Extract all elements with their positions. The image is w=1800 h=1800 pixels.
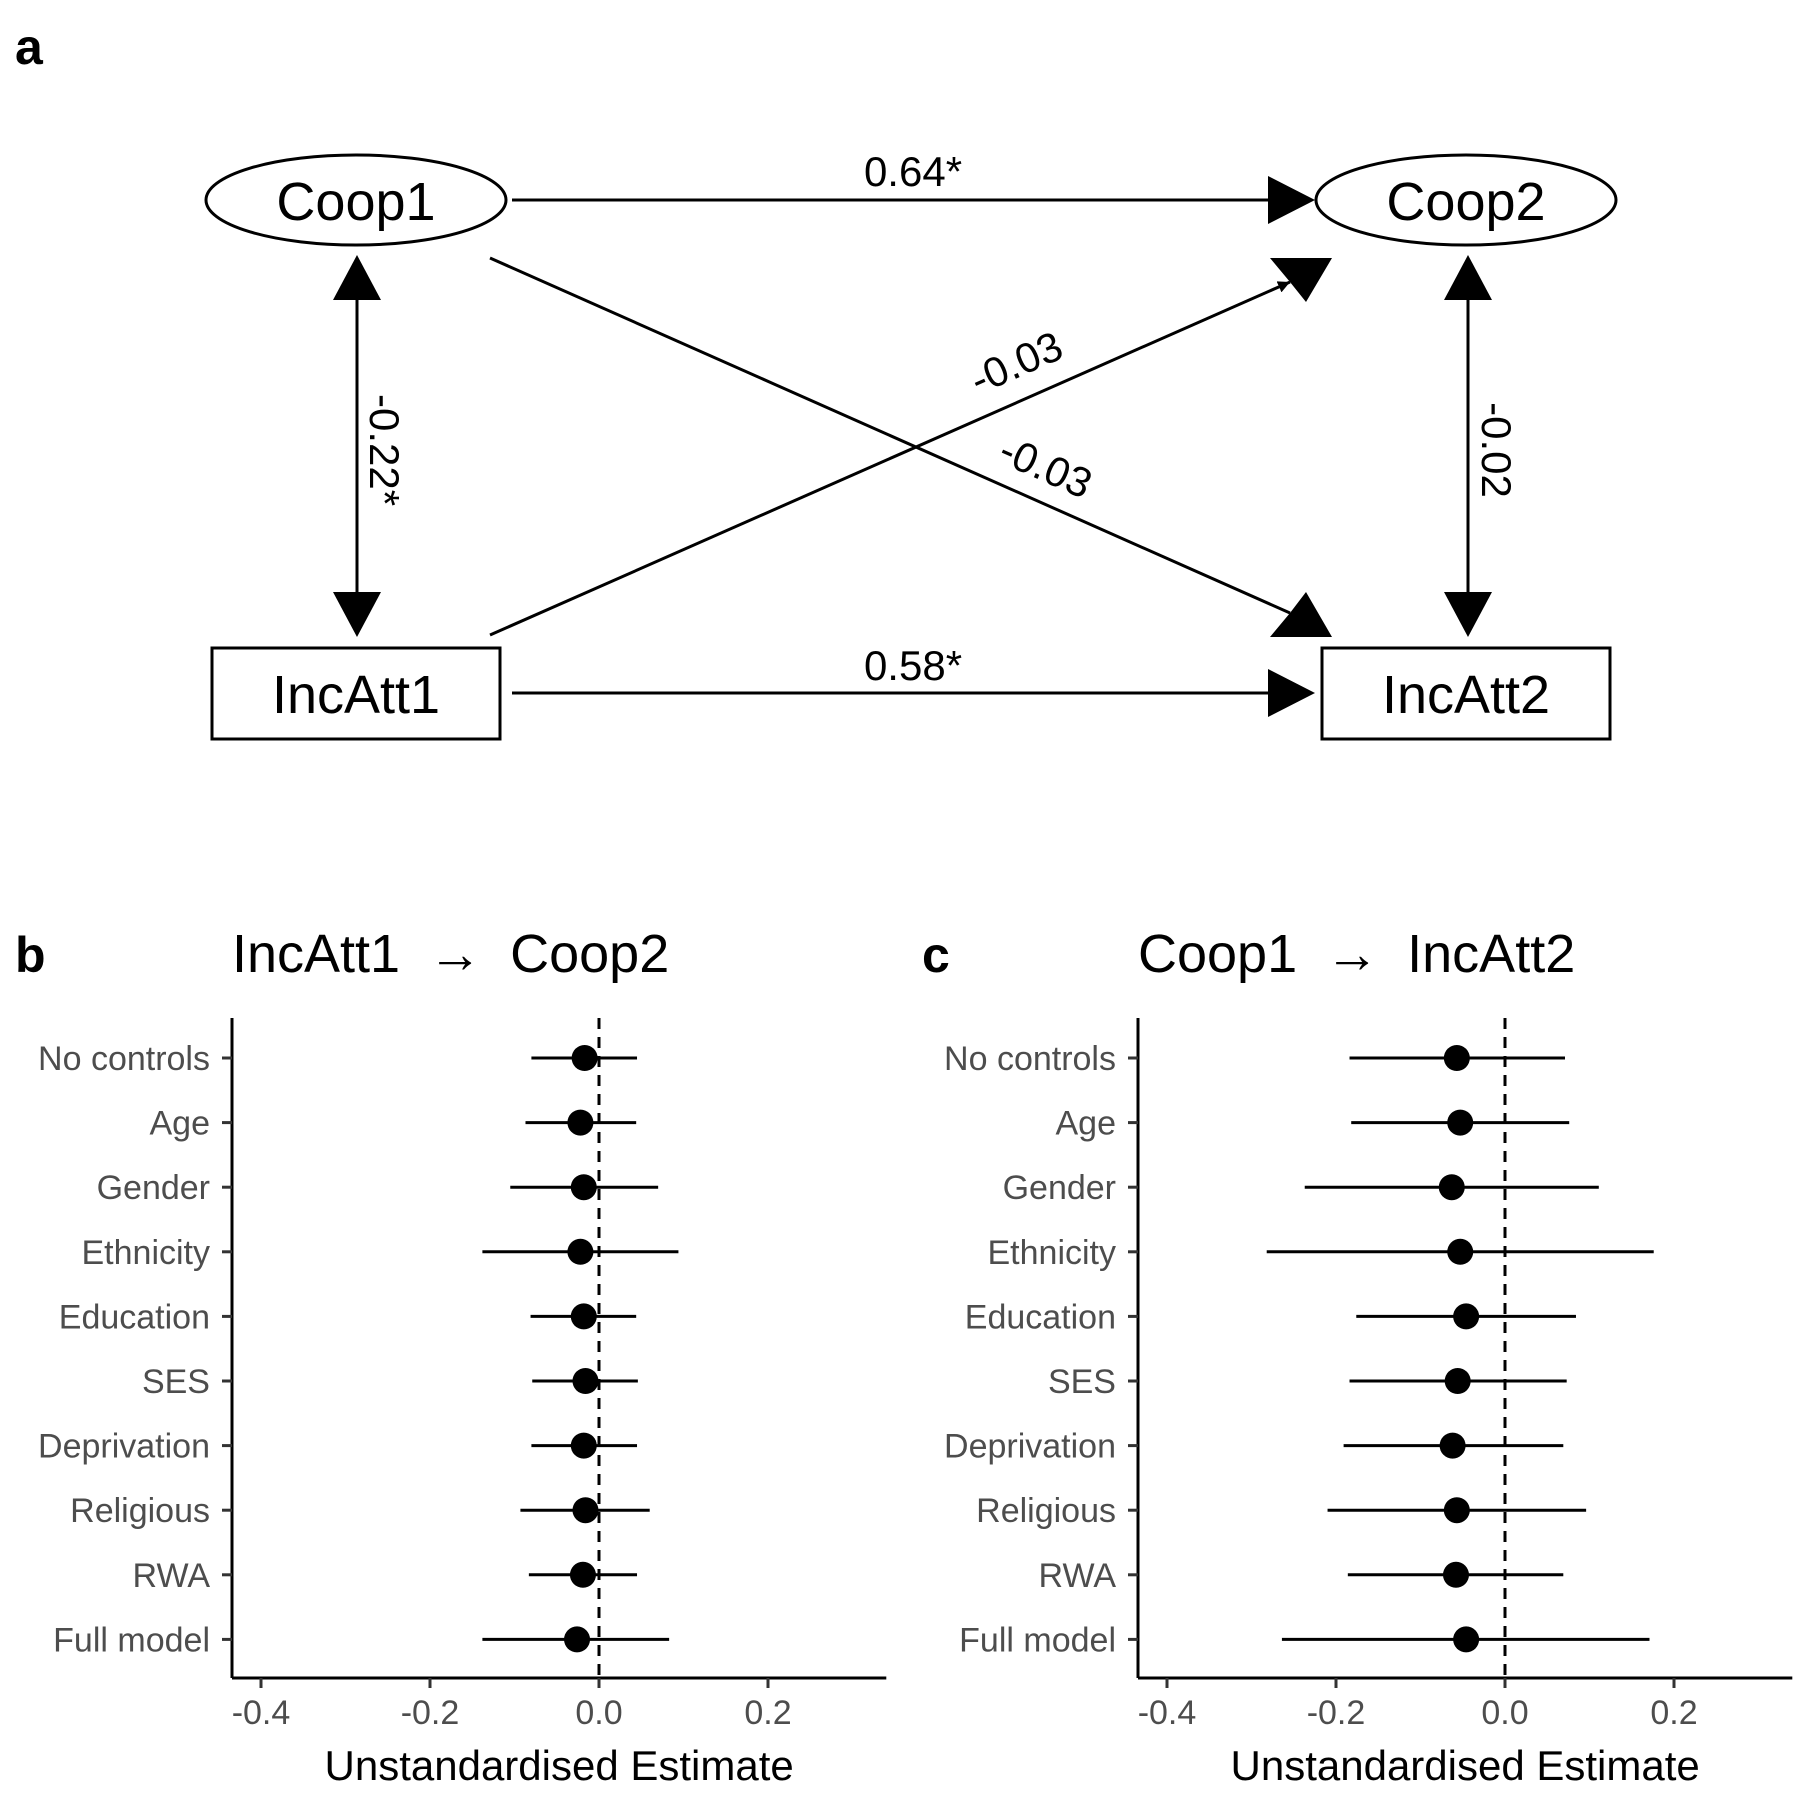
chart-title: Coop1 → IncAtt2	[1138, 924, 1575, 984]
arrowhead	[1268, 669, 1315, 717]
estimate-point	[572, 1368, 599, 1394]
x-tick-label: 0.0	[1481, 1694, 1528, 1732]
x-tick-label: 0.2	[744, 1694, 791, 1732]
node-shape	[210, 646, 502, 741]
estimate-point	[1443, 1497, 1470, 1524]
y-tick-label: Education	[965, 1298, 1116, 1336]
chart-title: IncAtt1 → Coop2	[232, 924, 669, 984]
x-tick-label: 0.2	[1650, 1694, 1697, 1732]
estimate-point	[570, 1432, 597, 1459]
node-incatt1: IncAtt1	[210, 646, 502, 741]
estimate-point	[571, 1045, 598, 1071]
title-from: IncAtt1	[232, 924, 400, 984]
estimate-point	[564, 1626, 591, 1653]
panel-label-a: a	[15, 19, 44, 75]
edge-label-coop1-incatt1: -0.22*	[361, 394, 408, 506]
edge-line	[489, 256, 1291, 615]
x-axis-title: Unstandardised Estimate	[1231, 1742, 1700, 1789]
arrowhead	[1444, 592, 1492, 637]
node-label: Coop2	[1386, 172, 1545, 232]
edge-label-incatt1-incatt2: 0.58*	[864, 642, 962, 689]
arrowhead	[1268, 176, 1315, 224]
title-arrow: →	[1325, 924, 1379, 984]
edge-label-coop1-coop2: 0.64*	[864, 148, 962, 195]
arrowhead	[1270, 592, 1332, 637]
panel-label-c: c	[922, 927, 950, 983]
arrowhead	[333, 255, 381, 300]
node-coop2: Coop2	[1314, 153, 1618, 247]
node-shape	[204, 153, 508, 247]
estimate-point	[1453, 1626, 1480, 1653]
title-from: Coop1	[1138, 924, 1297, 984]
edge-coop1-coop2: 0.64*	[512, 148, 1315, 224]
arrowhead	[1270, 258, 1332, 302]
node-shape	[1320, 646, 1612, 741]
estimate-point	[1447, 1109, 1474, 1136]
y-tick-label: RWA	[133, 1557, 211, 1595]
edge-coop2-incatt2: -0.02	[1444, 255, 1520, 637]
edge-coop1-incatt1: -0.22*	[333, 255, 408, 637]
estimate-point	[569, 1561, 596, 1588]
x-axis-title: Unstandardised Estimate	[325, 1742, 794, 1789]
y-tick-label: Religious	[70, 1492, 210, 1530]
y-tick-label: Gender	[1003, 1169, 1116, 1207]
y-tick-label: SES	[142, 1363, 210, 1401]
y-tick-label: No controls	[38, 1040, 210, 1078]
y-tick-label: RWA	[1039, 1557, 1117, 1595]
node-coop1: Coop1	[204, 153, 508, 247]
x-tick-label: -0.4	[232, 1694, 291, 1732]
node-label: IncAtt2	[1382, 665, 1550, 725]
arrowhead	[333, 592, 381, 637]
title-to: IncAtt2	[1407, 924, 1575, 984]
estimate-point	[1453, 1303, 1480, 1330]
x-tick-label: 0.0	[575, 1694, 622, 1732]
node-incatt2: IncAtt2	[1320, 646, 1612, 741]
y-tick-label: No controls	[944, 1040, 1116, 1078]
x-tick-label: -0.2	[401, 1694, 460, 1732]
y-tick-label: Ethnicity	[988, 1234, 1117, 1272]
estimate-point	[1442, 1561, 1469, 1588]
forest-plot-c: c Coop1 → IncAtt2 -0.4 -0.2 0.0 0.2 Unstandardis…	[922, 924, 1793, 1789]
panel-label-b: b	[15, 927, 46, 983]
estimate-point	[1444, 1368, 1471, 1394]
y-tick-label: Full model	[53, 1621, 210, 1659]
estimate-point	[1439, 1432, 1466, 1459]
edge-label-incatt1-coop2: -0.03	[963, 322, 1070, 404]
edge-incatt1-incatt2: 0.58*	[512, 642, 1315, 717]
node-label: IncAtt1	[272, 665, 440, 725]
y-tick-label: Education	[59, 1298, 210, 1336]
edge-label-coop1-incatt2: -0.03	[993, 426, 1100, 508]
estimate-point	[570, 1174, 597, 1201]
x-tick-label: -0.2	[1307, 1694, 1366, 1732]
forest-plot-b: b IncAtt1 → Coop2 -0.4 -0.2 0.0 0.2 Unstandardis…	[15, 924, 887, 1789]
estimate-point	[572, 1497, 599, 1524]
estimate-point	[567, 1109, 594, 1136]
x-tick-label: -0.4	[1138, 1694, 1197, 1732]
y-tick-label: Age	[1056, 1105, 1117, 1143]
y-tick-label: Deprivation	[38, 1428, 210, 1466]
node-shape	[1314, 153, 1618, 247]
y-tick-label: Religious	[976, 1492, 1116, 1530]
y-tick-label: SES	[1048, 1363, 1116, 1401]
edge-line	[489, 280, 1291, 637]
arrowhead	[1444, 255, 1492, 300]
y-tick-label: Ethnicity	[82, 1234, 211, 1272]
y-tick-label: Age	[150, 1105, 211, 1143]
y-tick-label: Gender	[97, 1169, 210, 1207]
estimate-point	[570, 1303, 597, 1330]
y-tick-label: Deprivation	[944, 1428, 1116, 1466]
edge-label-coop2-incatt2: -0.02	[1473, 402, 1520, 498]
y-tick-label: Full model	[959, 1621, 1116, 1659]
path-diagram: a 0.64* 0.58* -0.22* -0.02	[15, 19, 1618, 741]
title-arrow: →	[428, 924, 482, 984]
estimate-point	[1438, 1174, 1465, 1201]
title-to: Coop2	[510, 924, 669, 984]
node-label: Coop1	[276, 172, 435, 232]
estimate-point	[1443, 1045, 1470, 1071]
estimate-point	[567, 1238, 594, 1265]
estimate-point	[1447, 1238, 1474, 1265]
